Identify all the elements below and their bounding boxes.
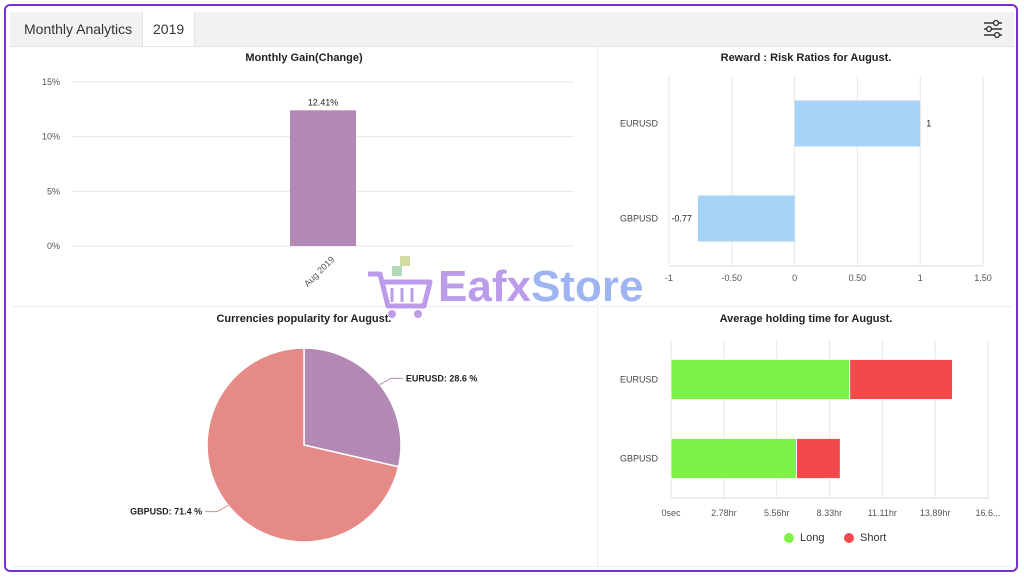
tab-year-2019[interactable]: 2019 (142, 12, 196, 46)
y-tick-label: 10% (42, 132, 60, 142)
panel-divider-left (12, 306, 596, 307)
tab-monthly-analytics[interactable]: Monthly Analytics (24, 21, 133, 37)
analytics-header: Monthly Analytics 2019 (10, 12, 1014, 47)
y-tick-label: EURUSD (620, 119, 659, 129)
x-tick-label: 0sec (661, 508, 681, 518)
holding-time-legend: Long Short (600, 532, 1012, 548)
x-tick-label: 13.89hr (920, 508, 951, 518)
panel-divider-vertical (597, 46, 598, 566)
x-tick-label: 8.33hr (817, 508, 843, 518)
short-dot-icon (844, 533, 854, 544)
legend-item-short[interactable]: Short (844, 532, 886, 544)
y-tick-label: 0% (47, 241, 60, 251)
pie-label-connector (205, 504, 229, 513)
x-tick-label: -1 (665, 273, 673, 283)
x-tick-label: 2.78hr (711, 508, 737, 518)
y-tick-label: EURUSD (620, 375, 659, 385)
bar-segment-short (849, 359, 953, 400)
y-tick-label: GBPUSD (620, 454, 659, 464)
currency-popularity-title: Currencies popularity for August. (216, 313, 392, 325)
legend-item-long[interactable]: Long (784, 532, 824, 544)
pie-label: GBPUSD: 71.4 % (130, 507, 202, 517)
x-tick-label: 1.50 (974, 273, 992, 283)
reward-risk-title: Reward : Risk Ratios for August. (720, 52, 892, 64)
y-tick-label: GBPUSD (620, 214, 659, 224)
bar (697, 195, 795, 242)
panel-divider-bottom (12, 566, 1012, 567)
dashboard-frame (4, 4, 1018, 572)
y-tick-label: 5% (47, 186, 60, 196)
x-tick-label: 1 (918, 273, 923, 283)
x-tick-label: 5.56hr (764, 508, 790, 518)
legend-label-short: Short (860, 532, 887, 544)
bar-segment-short (796, 438, 841, 479)
pie-label: EURUSD: 28.6 % (406, 373, 478, 383)
x-tick-label: 0.50 (849, 273, 867, 283)
x-tick-label: 11.11hr (868, 508, 897, 518)
x-tick-label: 16.6... (975, 508, 1000, 518)
data-label: -0.77 (671, 214, 692, 224)
long-dot-icon (784, 533, 794, 544)
pie-label-connector (379, 377, 403, 386)
reward-risk-chart: -1 -0.50 0 0.50 1 1.50 EURUSD 1 GBPUSD -0.77 (620, 76, 992, 283)
monthly-gain-title: Monthly Gain(Change) (245, 52, 363, 64)
currency-popularity-chart: EURUSD: 28.6 % GBPUSD: 71.4 % (130, 347, 478, 543)
holding-time-title: Average holding time for August. (719, 313, 893, 325)
bar-segment-long (670, 359, 851, 400)
data-label: 1 (926, 119, 931, 129)
data-label: 12.41% (308, 97, 339, 107)
legend-label-long: Long (800, 532, 825, 544)
monthly-gain-chart: 0% 5% 10% 15% 12.41% Aug 2019 (42, 77, 574, 289)
pie-slice (303, 347, 402, 468)
holding-time-chart: 0sec 2.78hr 5.56hr 8.33hr 11.11hr 13.89hr 16.6… (620, 340, 1001, 518)
bar-segment-long (670, 438, 797, 479)
bar (794, 100, 921, 147)
x-tick-label: Aug 2019 (302, 254, 336, 288)
bar (290, 110, 356, 246)
y-tick-label: 15% (42, 77, 60, 87)
panel-divider-right (600, 306, 1012, 307)
x-tick-label: -0.50 (722, 273, 743, 283)
x-tick-label: 0 (792, 273, 797, 283)
sliders-icon[interactable] (982, 18, 1004, 40)
